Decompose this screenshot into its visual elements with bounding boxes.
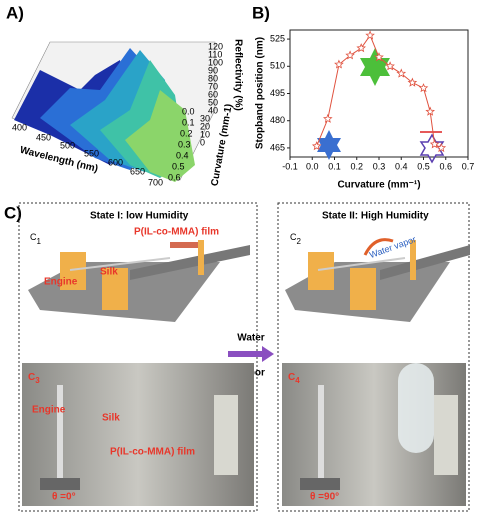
tick-label: 700: [148, 177, 163, 187]
x-tick-label: 0.7: [462, 161, 475, 171]
device-diagram: [285, 238, 470, 322]
tick-label: 0.0: [182, 106, 195, 116]
point: [311, 141, 322, 151]
x-ticks: 400 450 500 550 600 650 700: [12, 122, 163, 187]
subpanel-label: C4: [288, 372, 300, 385]
state-box: [277, 202, 470, 512]
panel-label: C): [4, 203, 22, 222]
tick-label: 90: [208, 65, 218, 75]
tick-label: 0: [200, 137, 205, 147]
x-tick-label: 0.6: [439, 161, 452, 171]
point: [323, 113, 333, 123]
tick-label: 40: [208, 105, 218, 115]
point: [429, 139, 440, 149]
tick-label: 20: [200, 121, 210, 131]
x-tick-label: 0.0: [306, 161, 319, 171]
tick-label: 50: [208, 97, 218, 107]
x-tick-label: -0.1: [282, 161, 298, 171]
tick-label: 0.3: [178, 139, 191, 149]
tick-label: 500: [60, 140, 75, 150]
axis-label: Curvature (mm-1): [209, 103, 234, 187]
point: [407, 77, 418, 87]
point: [334, 59, 344, 69]
axis-label: Curvature (mm⁻¹): [337, 180, 420, 191]
tick-label: 0.2: [180, 128, 193, 138]
y-tick-label: 480: [270, 115, 285, 125]
point: [365, 30, 375, 40]
tick-label: 0.4: [176, 150, 189, 160]
x-tick-label: 0.3: [373, 161, 386, 171]
tick-label: 0.5: [172, 161, 185, 171]
annotation: Engine: [32, 405, 66, 416]
tick-label: 70: [208, 81, 218, 91]
point: [385, 61, 395, 71]
photo-detail: [40, 363, 458, 490]
annotation: θ =90°: [310, 492, 339, 503]
point: [396, 68, 407, 78]
tick-label: 30: [200, 113, 210, 123]
arrow-label: Water: [237, 333, 265, 344]
y-tick-label: 495: [270, 88, 285, 98]
z-ticks: 120 110 100 90 80 70 60 50 40 30 20 10 0: [200, 41, 223, 147]
tick-label: 400: [12, 122, 27, 132]
axis-label: Reflectivity (%): [232, 39, 243, 111]
tick-label: 550: [84, 148, 99, 158]
point: [425, 106, 435, 116]
tick-label: 60: [208, 89, 218, 99]
annotation: P(IL-co-MMA) film: [110, 447, 195, 458]
tick-label: 10: [200, 129, 210, 139]
annotation: Water vapor: [368, 234, 417, 260]
icons: [317, 48, 445, 164]
point: [436, 142, 447, 153]
tick-label: 650: [130, 166, 145, 176]
tick-label: 600: [108, 157, 123, 167]
axis-label: Stopband position (nm): [255, 37, 266, 149]
subpanel-label: C3: [28, 372, 40, 385]
tick-label: 450: [36, 132, 51, 142]
point: [356, 43, 366, 53]
tick-label: 120: [208, 41, 223, 51]
y-tick-label: 525: [270, 33, 285, 43]
annotation: P(IL-co-MMA) film: [134, 227, 219, 238]
y-ticks: 0.0 0.1 0.2 0.3 0.4 0.5 0.6: [168, 106, 195, 182]
point: [345, 50, 355, 60]
x-tick-label: 0.4: [395, 161, 408, 171]
point: [374, 52, 384, 62]
panel-label: B): [252, 3, 270, 22]
device-diagram: [28, 240, 250, 322]
plot-frame: [289, 29, 469, 158]
tick-label: 100: [208, 57, 223, 67]
waterfall-plot: [11, 41, 216, 182]
annotation: Silk: [102, 413, 120, 424]
x-tick-label: 0.5: [417, 161, 430, 171]
y-tick-label: 465: [270, 142, 285, 152]
point: [418, 83, 429, 93]
annotation: Silk: [100, 267, 118, 278]
state-title: State II: High Humidity: [322, 211, 429, 222]
tick-label: 0.6: [168, 172, 181, 182]
annotation: θ =0°: [52, 492, 76, 503]
panel-label: A): [6, 3, 24, 22]
tick-label: 0.1: [182, 117, 195, 127]
subpanel-label: C2: [290, 232, 302, 246]
tick-label: 110: [208, 49, 222, 59]
subpanel-label: C1: [30, 232, 42, 246]
x-tick-label: 0.2: [350, 161, 363, 171]
transition-arrow: [228, 346, 274, 362]
tick-label: 80: [208, 73, 218, 83]
state-title: State I: low Humidity: [90, 211, 189, 222]
x-tick-label: 0.1: [328, 161, 341, 171]
annotation: Engine: [44, 277, 78, 288]
y-tick-label: 510: [270, 61, 285, 71]
